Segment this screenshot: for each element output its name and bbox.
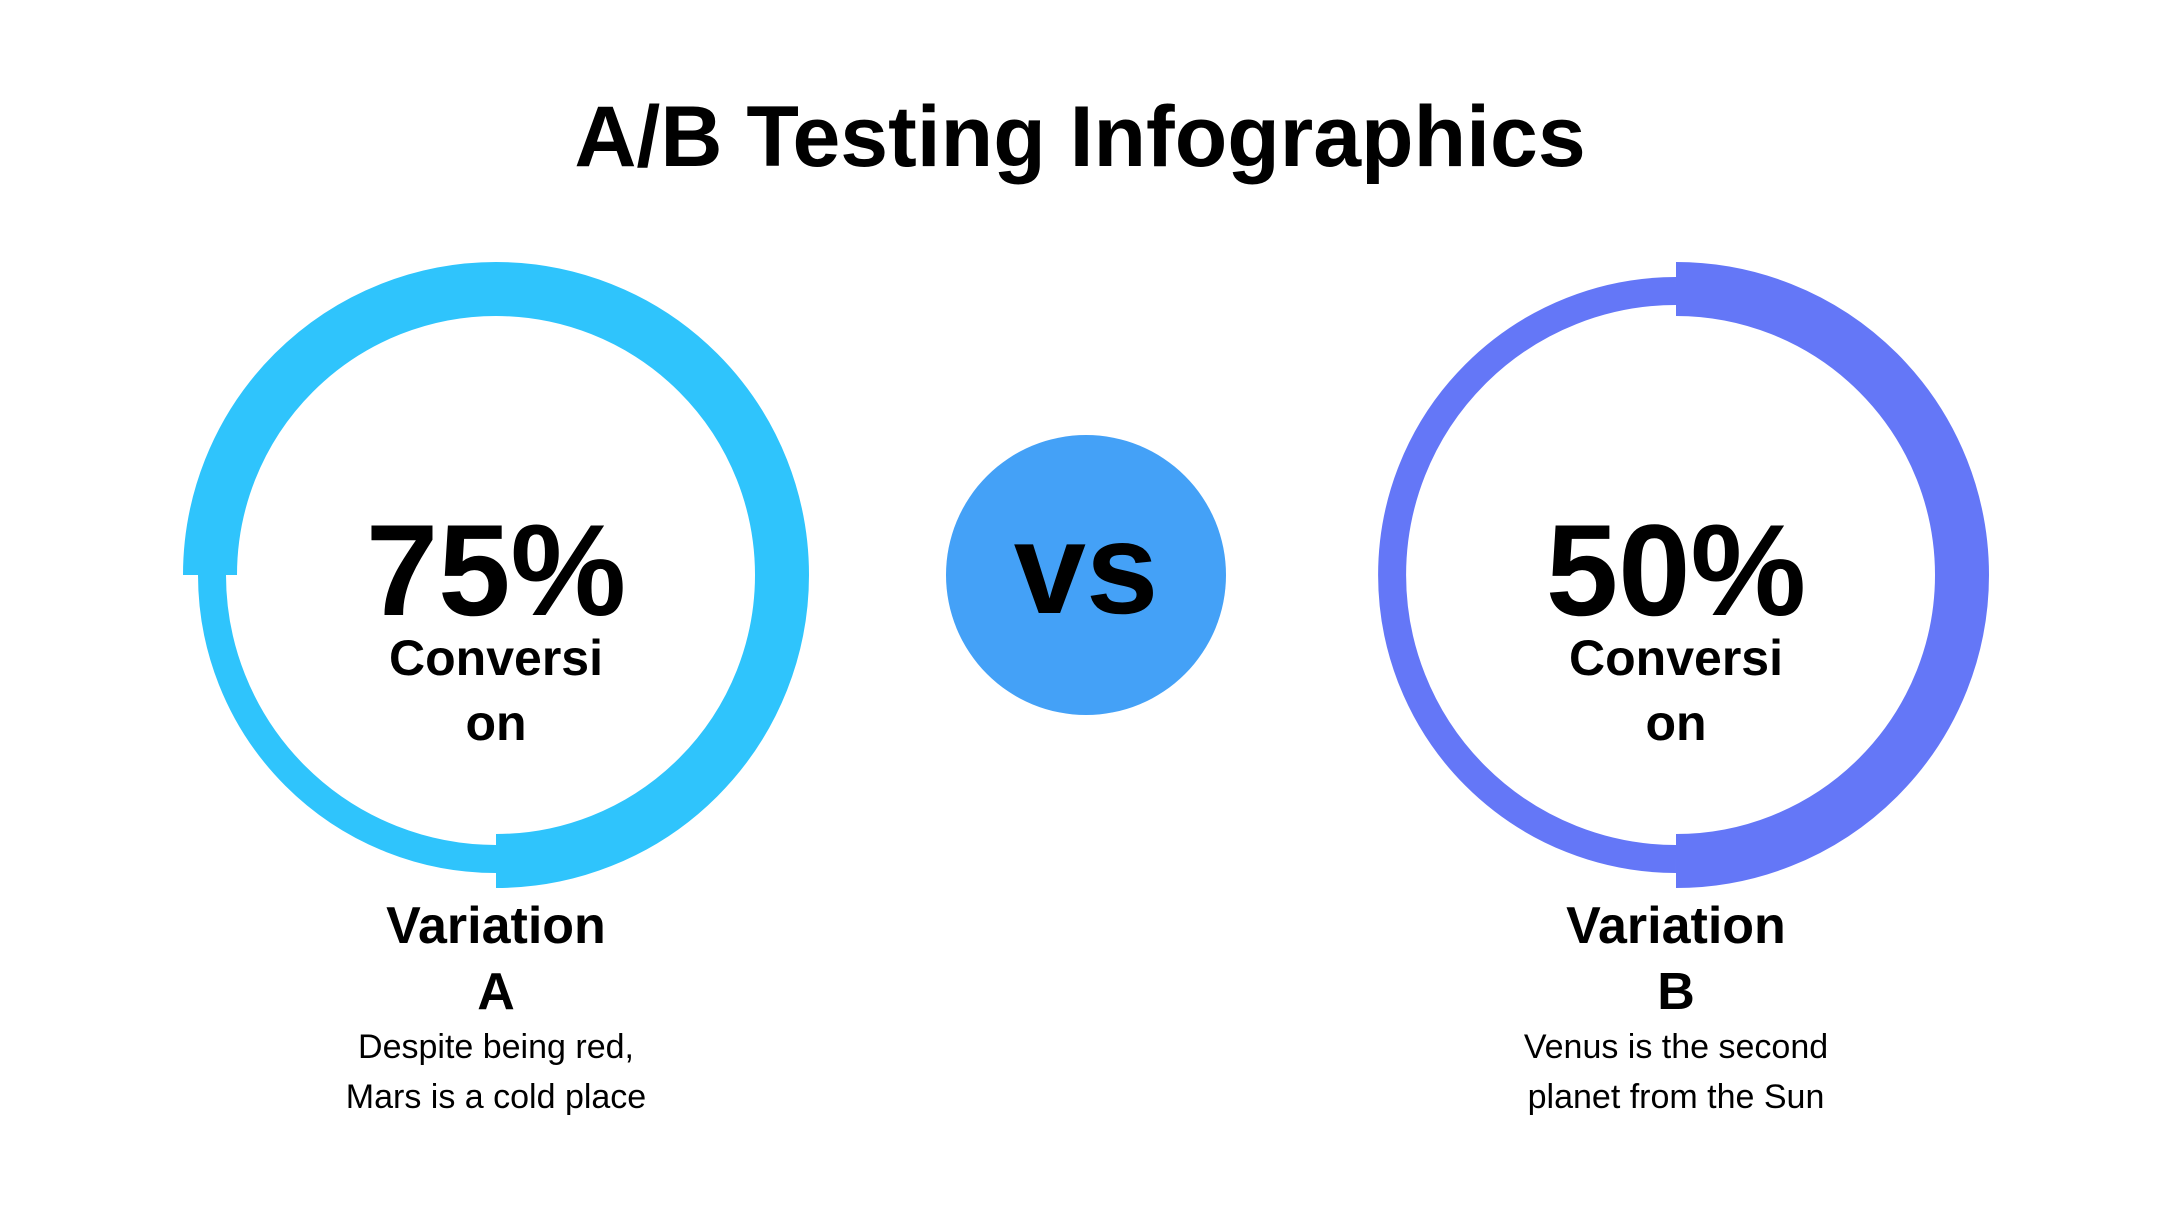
variation-description: Despite being red, Mars is a cold place: [345, 1028, 647, 1116]
ring-remainder: [198, 574, 497, 873]
vs-label: vs: [1013, 495, 1159, 641]
metric-label: Conversion: [1569, 630, 1783, 751]
title: A/B Testing Infographics: [574, 89, 1586, 185]
ring-remainder: [1378, 277, 1677, 873]
vs-circle: [946, 435, 1226, 715]
percentage: 50%: [1545, 497, 1807, 643]
variation-name: Variation B: [1566, 897, 1786, 1021]
ring-progress: [183, 262, 809, 888]
variation-name: Variation A: [386, 897, 606, 1021]
ring-progress: [1675, 262, 1989, 888]
percentage: 75%: [365, 497, 627, 643]
variation-description: Venus is the second planet from the Sun: [1523, 1028, 1829, 1116]
metric-label: Conversion: [389, 630, 603, 751]
